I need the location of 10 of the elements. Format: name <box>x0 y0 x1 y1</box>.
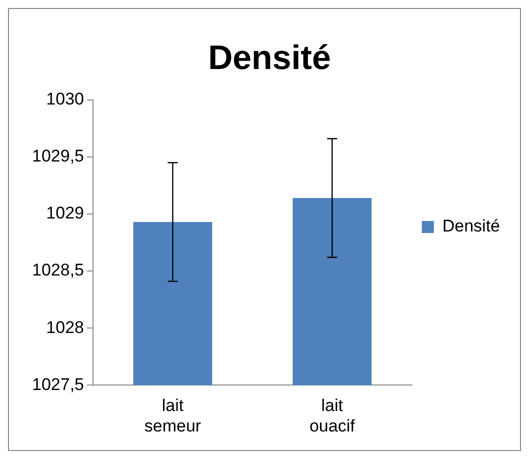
y-tick-label: 1028,5 <box>32 260 84 280</box>
y-tick-label: 1028 <box>46 318 84 337</box>
x-tick-label: lait ouacif <box>309 396 356 436</box>
legend-label: Densité <box>442 216 500 236</box>
chart-title: Densité <box>208 38 331 77</box>
x-tick-label: lait semeur <box>144 396 202 436</box>
y-tick-label: 1027,5 <box>32 374 84 394</box>
y-tick-label: 1029,5 <box>32 146 84 166</box>
y-tick-label: 1030 <box>46 89 84 108</box>
y-tick-label: 1029 <box>46 204 84 223</box>
